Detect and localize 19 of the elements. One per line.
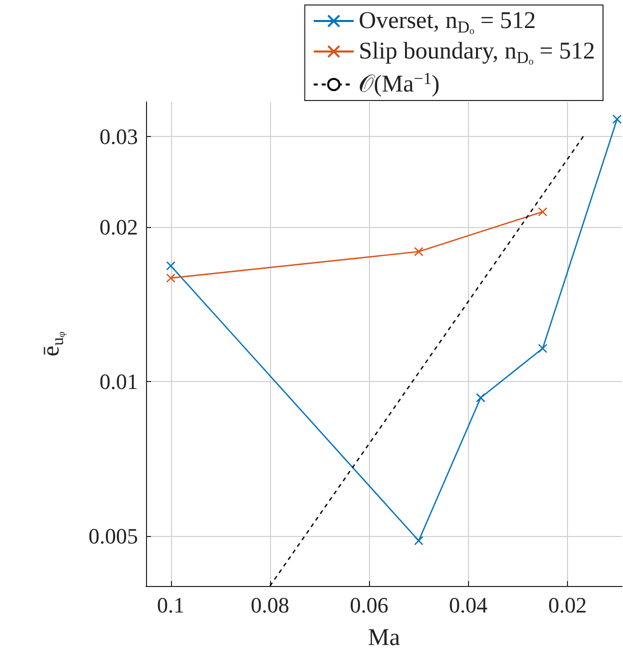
- y-tick-label: 0.01: [100, 369, 138, 394]
- point: [538, 344, 548, 354]
- x-tick-label: 0.1: [157, 592, 185, 618]
- x-tick-label: 0.02: [548, 592, 587, 618]
- x-tick-label: 0.08: [250, 592, 290, 618]
- point: [538, 207, 548, 216]
- y-tick-label: 0.02: [100, 214, 138, 240]
- point: [166, 273, 176, 283]
- point: [166, 261, 176, 270]
- x-tick-label: 0.06: [350, 592, 388, 618]
- x-axis-title: Ma: [368, 625, 400, 651]
- y-tick-label: 0.03: [100, 124, 138, 149]
- point: [476, 393, 486, 402]
- point: [414, 536, 424, 546]
- x-tick-label: 0.04: [449, 592, 488, 618]
- point: [612, 114, 622, 124]
- y-axis-title: ēuᵩ: [38, 331, 67, 356]
- y-tick-label: 0.005: [88, 524, 138, 549]
- point: [414, 246, 424, 256]
